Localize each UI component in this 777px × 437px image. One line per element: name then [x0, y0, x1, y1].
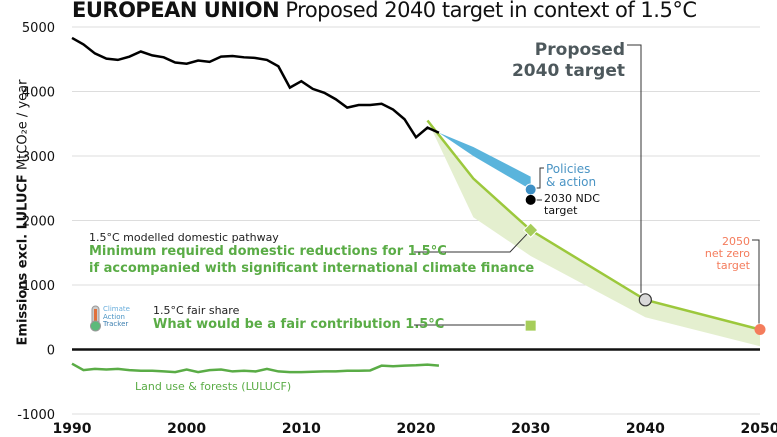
net-zero-leader-line: [752, 239, 760, 324]
x-tick-label: 2050: [741, 421, 777, 437]
ndc-label: 2030 NDC target: [544, 192, 600, 217]
ndc-2030-marker: [525, 194, 536, 205]
title-bold: EUROPEAN UNION: [72, 0, 280, 22]
y-tick-label: 0: [47, 344, 55, 359]
pathway-range-band: [427, 120, 760, 347]
policies-range-band: [438, 132, 531, 190]
y-tick-label: 4000: [22, 86, 55, 101]
x-tick-label: 2040: [626, 421, 665, 437]
thermometer-bulb: [90, 320, 101, 332]
pathway-small-label: 1.5°C modelled domestic pathway: [89, 231, 279, 244]
pathway-label-2: if accompanied with significant internat…: [89, 261, 535, 276]
policies-leader-line: [536, 167, 544, 189]
y-tick-label: -1000: [17, 408, 55, 423]
cat-logo: Climate Action Tracker: [103, 305, 130, 328]
historical-emissions-line: [71, 36, 440, 140]
x-tick-label: 2000: [167, 421, 206, 437]
y-tick-label: 2000: [22, 215, 55, 230]
fair-share-small-label: 1.5°C fair share: [153, 304, 240, 317]
title-rest: Proposed 2040 target in context of 1.5°C: [285, 0, 697, 22]
y-tick-label: 5000: [22, 21, 55, 36]
lulucf-label: Land use & forests (LULUCF): [135, 380, 292, 393]
fair-share-marker: [525, 320, 536, 331]
pathway-leader-line: [414, 229, 532, 253]
net-zero-label: 2050 net zero target: [704, 235, 750, 272]
proposed-2040-marker: [638, 293, 652, 307]
x-tick-label: 2030: [511, 421, 550, 437]
pathway-label-1: Minimum required domestic reductions for…: [89, 244, 447, 259]
policies-2030-marker: [524, 183, 537, 196]
x-tick-label: 2010: [282, 421, 321, 437]
net-zero-2050-marker: [754, 324, 766, 336]
y-tick-label: 1000: [22, 279, 55, 294]
pathway-2030-marker: [522, 222, 539, 238]
proposed-2040-leader-line: [627, 44, 642, 293]
proposed-2040-label: Proposed 2040 target: [511, 40, 625, 81]
policies-label: Policies & action: [546, 162, 597, 189]
y-tick-label: 3000: [22, 150, 55, 165]
fair-share-label: What would be a fair contribution 1.5°C: [153, 317, 445, 332]
chart-title: EUROPEAN UNION Proposed 2040 target in c…: [72, 0, 697, 22]
lulucf-line: [71, 362, 440, 374]
x-tick-label: 2020: [397, 421, 436, 437]
thermometer-fill: [94, 309, 97, 323]
x-tick-label: 1990: [53, 421, 92, 437]
